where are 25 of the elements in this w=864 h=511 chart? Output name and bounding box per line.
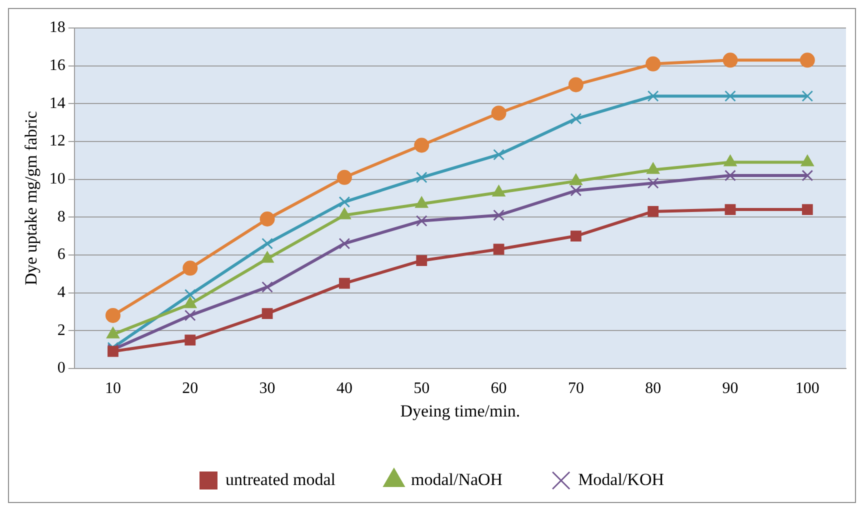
x-tick-label: 40 <box>336 380 352 398</box>
x-tick-label: 70 <box>568 380 584 398</box>
x-tick-label: 20 <box>182 380 198 398</box>
y-tick-label: 10 <box>49 170 66 188</box>
legend-label: Modal/KOH <box>578 470 664 489</box>
x-tick-label: 90 <box>722 380 738 398</box>
y-axis-title: Dye uptake mg/gm fabric <box>22 110 41 286</box>
y-tick-label: 8 <box>57 208 66 226</box>
y-tick-label: 18 <box>49 19 66 36</box>
y-tick-label: 2 <box>57 322 66 339</box>
y-tick-label: 4 <box>57 284 66 301</box>
x-axis-title: Dyeing time/min. <box>400 401 520 420</box>
y-tick-label: 6 <box>57 246 66 264</box>
x-tick-label: 10 <box>104 380 121 398</box>
x-tick-label: 50 <box>414 380 430 398</box>
y-tick-label: 14 <box>49 94 66 112</box>
y-tick-label: 16 <box>49 57 66 74</box>
x-tick-label: 100 <box>795 380 820 398</box>
legend-label: modal/NaOH <box>410 470 503 489</box>
y-tick-label: 12 <box>49 132 66 150</box>
legend-label: untreated modal <box>225 470 336 489</box>
x-tick-label: 30 <box>259 380 276 398</box>
y-tick-label: 0 <box>57 360 66 377</box>
x-tick-label: 60 <box>490 380 507 398</box>
x-tick-label: 80 <box>645 380 662 398</box>
